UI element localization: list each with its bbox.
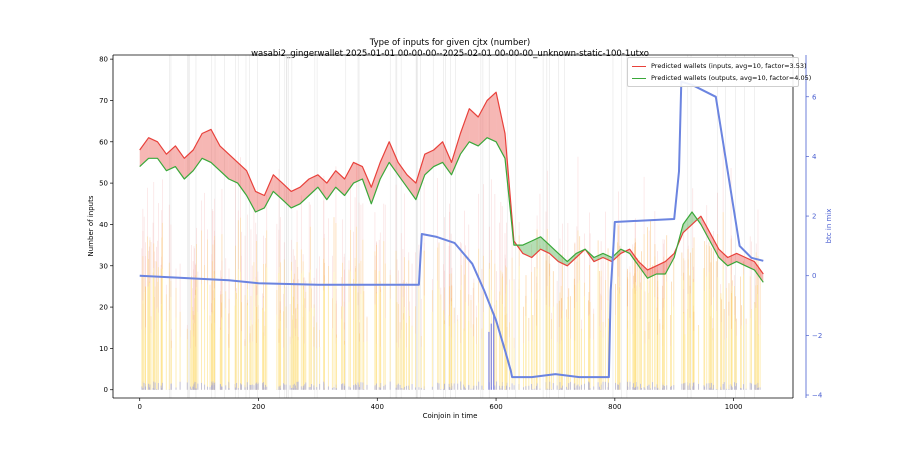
fill-between-segment [736,253,746,266]
y2-tick-label: −2 [812,332,822,340]
series-line-inputs [139,91,764,275]
fill-between-segment [228,154,238,184]
fill-between-segment [166,145,176,171]
fill-between-segment [602,253,612,262]
y2-tick-label: 6 [812,93,817,101]
fill-between-segment [157,141,167,171]
fill-between-segment [210,129,220,171]
fill-between-segment [531,236,541,258]
fill-between-segment [415,154,425,200]
fill-between-segment [362,166,372,204]
y-tick-label: 20 [99,304,108,312]
fill-between-segment [398,162,407,188]
fill-between-segment [237,162,247,196]
fill-between-segment [344,162,354,196]
fill-between-segment [291,187,301,208]
y-tick-label: 0 [104,386,108,394]
legend-label-inputs: Predicted wallets (inputs, avg=10, facto… [651,62,807,70]
x-tick-label: 0 [137,403,141,411]
y2-tick-label: 2 [812,213,816,221]
x-tick-label: 600 [489,403,502,411]
fill-between-segment [611,249,621,262]
fill-between-segment [219,145,229,179]
series-line-outputs [139,137,764,283]
fill-between-segment [184,150,194,179]
y-axis-label: Number of inputs [87,195,95,257]
fill-between-segment [629,249,639,266]
fill-between-segment [371,162,381,204]
fill-between-segment [683,212,693,233]
x-tick-label: 1000 [725,403,743,411]
y-tick-label: 40 [99,221,108,229]
fill-between-segment [709,232,719,258]
legend-item-inputs: Predicted wallets (inputs, avg=10, facto… [632,60,807,72]
x-tick-label: 200 [252,403,265,411]
y-tick-label: 50 [99,180,108,188]
y-tick-label: 10 [99,345,108,353]
chart-title: Type of inputs for given cjtx (number) [369,38,531,48]
fill-between-segment [193,133,203,171]
y2-tick-label: 0 [812,272,816,280]
fill-between-segment [308,174,318,196]
fill-between-segment [139,137,149,167]
fill-between-segment [638,261,648,279]
fill-between-segment [594,253,603,262]
fill-between-segment [478,100,488,146]
x-tick-label: 800 [608,403,621,411]
y-tick-label: 60 [99,138,108,146]
fill-between-segment [558,253,568,266]
y2-tick-label: 4 [812,153,817,161]
fill-between-segment [522,240,532,258]
fill-between-segment [656,261,666,275]
fill-between-segment [175,145,185,179]
fill-between-segment [451,133,461,175]
fill-between-segment [202,129,211,163]
fill-between-segment [469,108,479,146]
fill-between-segment [496,92,505,159]
fill-between-segment [487,92,497,142]
legend-swatch-inputs [632,65,646,67]
fill-between-segment [718,249,728,266]
fill-between-segment [460,108,470,155]
x-axis-label: Coinjoin in time [422,412,478,420]
y-tick-label: 80 [99,56,108,64]
fill-between-segment [148,137,158,159]
fill-between-segment [442,141,452,175]
fill-between-segment [567,253,577,266]
chart-subtitle: wasabi2_gingerwallet 2025-01-01 00-00-00… [251,49,649,59]
fill-between-segment [246,170,256,213]
fill-between-segment [727,253,737,266]
y-tick-label: 30 [99,262,108,270]
fill-between-segment [406,174,416,200]
legend-swatch-outputs [632,77,646,79]
y-tick-label: 70 [99,97,108,105]
y2-axis-label: btc in mix [825,208,833,244]
fill-between-segment [389,141,399,175]
fill-between-segment [255,191,265,213]
x-tick-label: 400 [371,403,384,411]
fill-between-segment [353,162,363,184]
fill-between-segment [326,170,336,200]
fill-between-segment [700,216,710,241]
fill-between-segment [540,236,550,254]
fill-between-segment [380,141,390,179]
fill-between-segment [754,261,764,283]
y2-tick-label: −4 [812,392,823,400]
legend: Predicted wallets (inputs, avg=10, facto… [627,57,811,87]
fill-between-segment [264,174,274,208]
legend-label-outputs: Predicted wallets (outputs, avg=10, fact… [651,74,812,82]
fill-between-segment [549,245,559,262]
legend-item-outputs: Predicted wallets (outputs, avg=10, fact… [632,72,811,84]
